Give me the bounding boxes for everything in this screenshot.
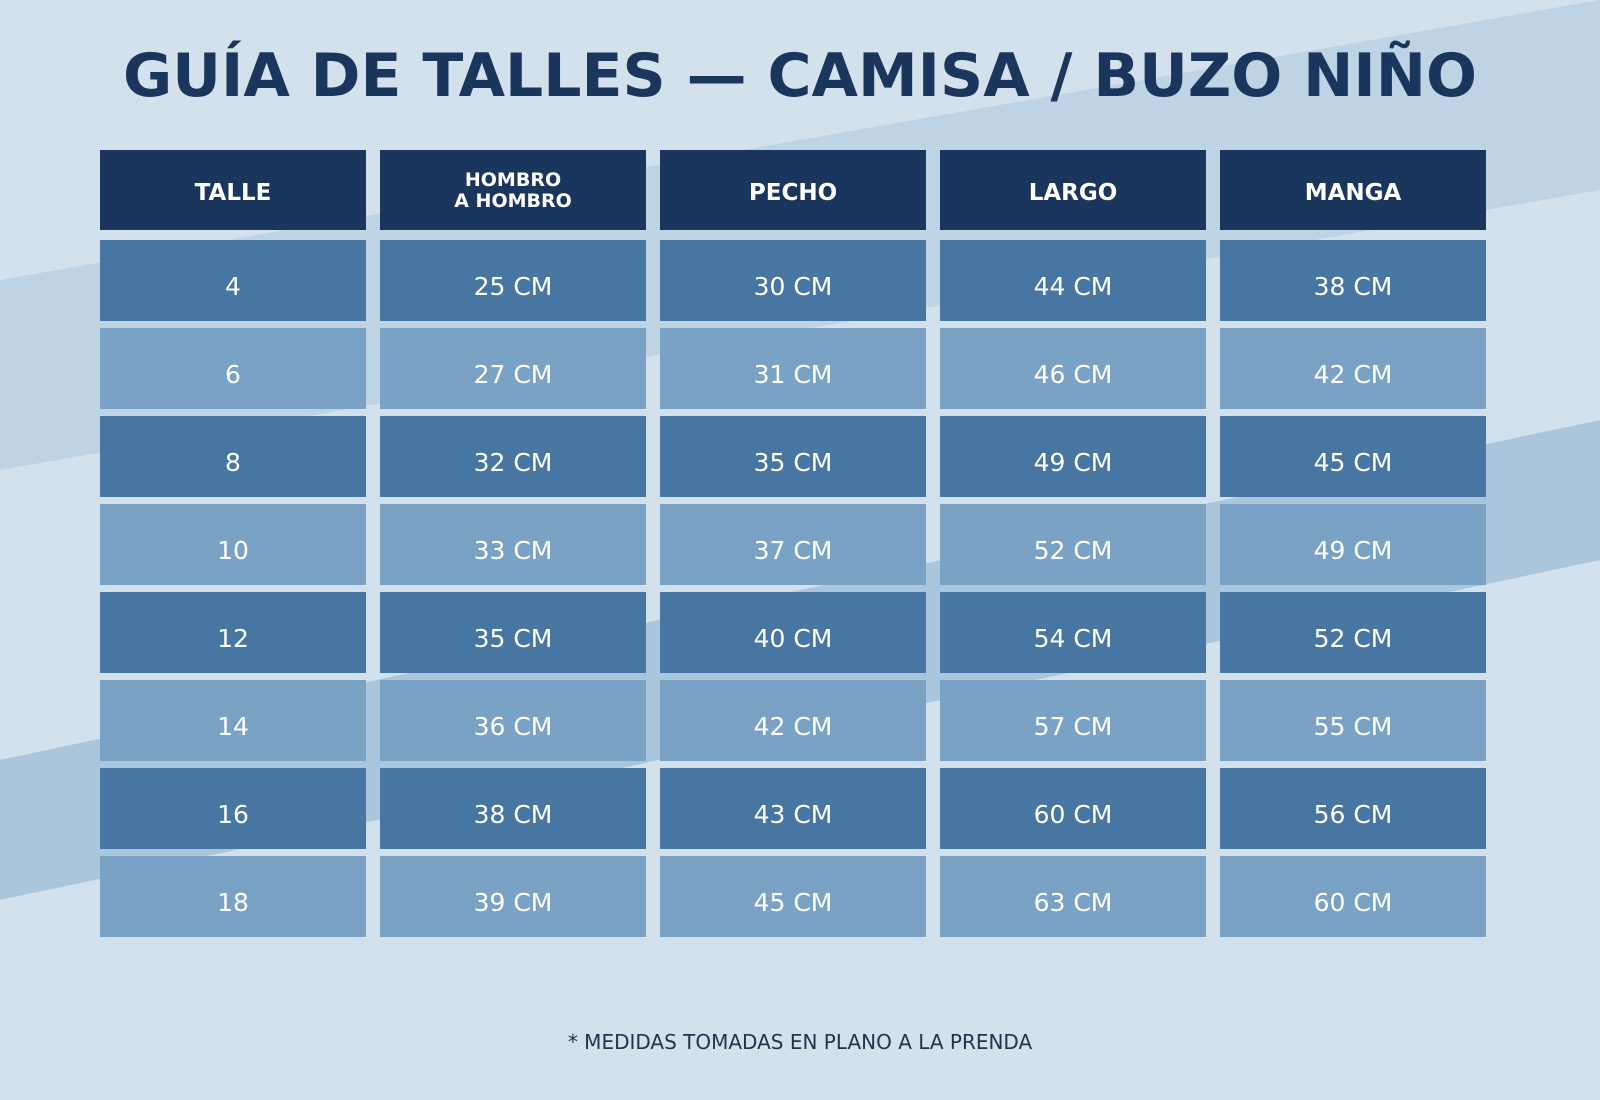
table-cell: 14: [100, 680, 366, 761]
table-cell: 36 CM: [380, 680, 646, 761]
table-cell: 6: [100, 328, 366, 409]
table-cell: 27 CM: [380, 328, 646, 409]
header-pecho: PECHO: [660, 150, 926, 230]
table-cell: 32 CM: [380, 416, 646, 497]
table-cell: 35 CM: [380, 592, 646, 673]
table-cell: 25 CM: [380, 240, 646, 321]
size-table: TALLE HOMBRO A HOMBRO PECHO LARGO MANGA …: [100, 150, 1486, 944]
table-cell: 16: [100, 768, 366, 849]
table-cell: 52 CM: [940, 504, 1206, 585]
table-cell: 8: [100, 416, 366, 497]
table-cell: 39 CM: [380, 856, 646, 937]
header-manga: MANGA: [1220, 150, 1486, 230]
table-cell: 55 CM: [1220, 680, 1486, 761]
table-cell: 42 CM: [1220, 328, 1486, 409]
table-cell: 18: [100, 856, 366, 937]
table-cell: 4: [100, 240, 366, 321]
table-cell: 35 CM: [660, 416, 926, 497]
table-cell: 30 CM: [660, 240, 926, 321]
table-cell: 31 CM: [660, 328, 926, 409]
table-cell: 42 CM: [660, 680, 926, 761]
table-cell: 10: [100, 504, 366, 585]
table-cell: 44 CM: [940, 240, 1206, 321]
table-cell: 43 CM: [660, 768, 926, 849]
footnote: * MEDIDAS TOMADAS EN PLANO A LA PRENDA: [567, 1030, 1033, 1054]
table-cell: 52 CM: [1220, 592, 1486, 673]
table-cell: 49 CM: [940, 416, 1206, 497]
header-hombro: HOMBRO A HOMBRO: [380, 150, 646, 230]
table-cell: 60 CM: [940, 768, 1206, 849]
table-cell: 54 CM: [940, 592, 1206, 673]
header-talle: TALLE: [100, 150, 366, 230]
table-cell: 12: [100, 592, 366, 673]
table-cell: 33 CM: [380, 504, 646, 585]
table-cell: 38 CM: [1220, 240, 1486, 321]
table-cell: 60 CM: [1220, 856, 1486, 937]
table-cell: 40 CM: [660, 592, 926, 673]
table-cell: 45 CM: [1220, 416, 1486, 497]
table-cell: 38 CM: [380, 768, 646, 849]
table-cell: 45 CM: [660, 856, 926, 937]
table-cell: 37 CM: [660, 504, 926, 585]
header-largo: LARGO: [940, 150, 1206, 230]
table-cell: 56 CM: [1220, 768, 1486, 849]
table-cell: 49 CM: [1220, 504, 1486, 585]
table-cell: 46 CM: [940, 328, 1206, 409]
page-title: GUÍA DE TALLES — CAMISA / BUZO NIÑO: [123, 41, 1477, 111]
table-cell: 63 CM: [940, 856, 1206, 937]
table-cell: 57 CM: [940, 680, 1206, 761]
